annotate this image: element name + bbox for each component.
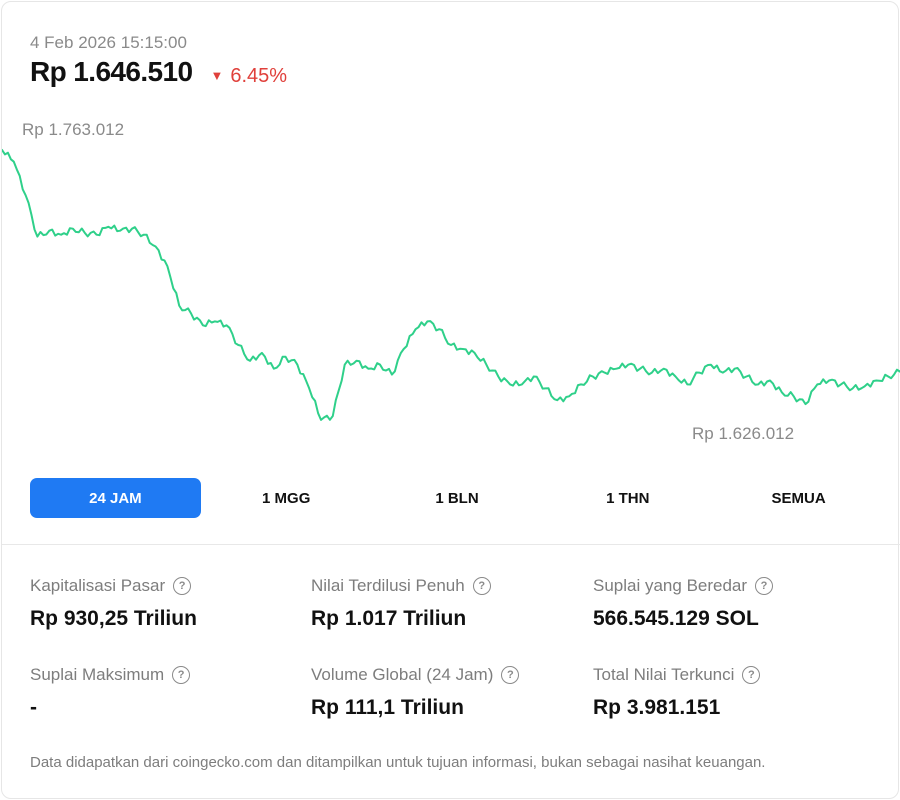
stat-value: Rp 1.017 Triliun xyxy=(311,607,467,630)
price-timestamp: 4 Feb 2026 15:15:00 xyxy=(30,33,187,52)
range-button-all[interactable]: SEMUA xyxy=(713,478,884,518)
stat-label: Suplai yang Beredar xyxy=(593,576,748,595)
stat-label: Total Nilai Terkunci xyxy=(593,665,735,684)
stat-value: Rp 930,25 Triliun xyxy=(30,607,197,630)
price-line xyxy=(2,148,900,421)
stat-value: Rp 3.981.151 xyxy=(593,696,721,719)
help-icon[interactable]: ? xyxy=(472,577,491,595)
help-icon[interactable]: ? xyxy=(501,666,520,684)
stat-label: Kapitalisasi Pasar xyxy=(30,576,166,595)
chart-low-label: Rp 1.626.012 xyxy=(692,424,795,443)
range-button-1y[interactable]: 1 THN xyxy=(542,478,713,518)
range-button-1m[interactable]: 1 BLN xyxy=(372,478,543,518)
stat-fully-diluted-value: Nilai Terdilusi Penuh ? Rp 1.017 Triliun xyxy=(311,576,591,631)
stat-value: 566.545.129 SOL xyxy=(593,607,759,630)
help-icon[interactable]: ? xyxy=(172,666,191,684)
stat-value: Rp 111,1 Triliun xyxy=(311,696,464,719)
current-price: Rp 1.646.510 xyxy=(30,56,193,87)
stat-market-cap: Kapitalisasi Pasar ? Rp 930,25 Triliun xyxy=(30,576,310,631)
stat-max-supply: Suplai Maksimum ? - xyxy=(30,665,310,720)
help-icon[interactable]: ? xyxy=(173,577,192,595)
divider xyxy=(2,544,900,545)
chart-high-label: Rp 1.763.012 xyxy=(22,120,125,139)
price-chart-svg xyxy=(2,148,900,421)
help-icon[interactable]: ? xyxy=(742,666,761,684)
range-button-1w[interactable]: 1 MGG xyxy=(201,478,372,518)
stat-label: Suplai Maksimum xyxy=(30,665,165,684)
triangle-down-icon: ▼ xyxy=(210,68,224,83)
time-range-selector: 24 JAM 1 MGG 1 BLN 1 THN SEMUA xyxy=(30,478,884,518)
stat-label: Nilai Terdilusi Penuh xyxy=(311,576,465,595)
stat-total-value-locked: Total Nilai Terkunci ? Rp 3.981.151 xyxy=(593,665,873,720)
disclaimer-text: Data didapatkan dari coingecko.com dan d… xyxy=(30,754,766,771)
price-change-value: 6.45% xyxy=(230,65,288,87)
stat-circulating-supply: Suplai yang Beredar ? 566.545.129 SOL xyxy=(593,576,873,631)
price-row: Rp 1.646.510 ▼ 6.45% xyxy=(30,56,287,88)
price-chart[interactable] xyxy=(2,112,900,457)
stat-global-volume: Volume Global (24 Jam) ? Rp 111,1 Triliu… xyxy=(311,665,591,720)
range-button-24h[interactable]: 24 JAM xyxy=(30,478,201,518)
stat-value: - xyxy=(30,696,37,719)
price-change: ▼ 6.45% xyxy=(210,65,287,88)
stat-label: Volume Global (24 Jam) xyxy=(311,665,494,684)
help-icon[interactable]: ? xyxy=(755,577,774,595)
